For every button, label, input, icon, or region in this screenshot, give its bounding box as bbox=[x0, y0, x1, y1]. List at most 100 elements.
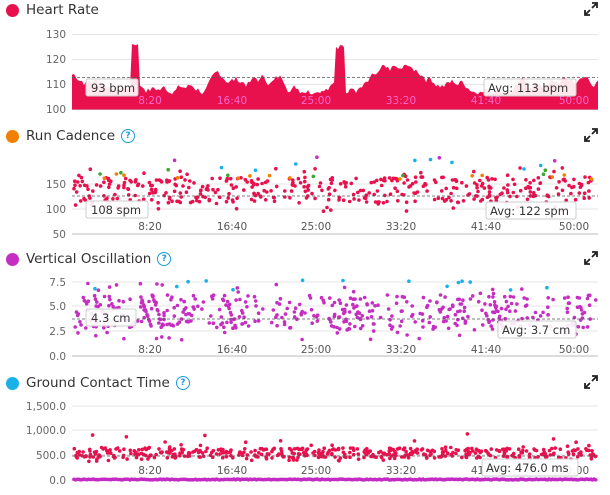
expand-icon[interactable] bbox=[584, 2, 598, 16]
data-point bbox=[466, 314, 470, 319]
data-point bbox=[235, 286, 240, 290]
data-point bbox=[341, 446, 345, 450]
data-point bbox=[240, 322, 244, 326]
data-point bbox=[518, 188, 523, 193]
data-point bbox=[263, 180, 268, 185]
ground-contact-time-chart[interactable]: 1,500.0 1,000.0 500.0 0.0 8:20 16:40 25:… bbox=[0, 393, 610, 495]
data-point bbox=[348, 446, 353, 450]
data-point bbox=[147, 180, 152, 185]
data-point bbox=[333, 188, 337, 193]
data-point bbox=[82, 183, 87, 188]
data-point bbox=[154, 452, 158, 457]
data-point bbox=[201, 300, 206, 304]
help-icon[interactable]: ? bbox=[121, 129, 136, 143]
data-point bbox=[80, 179, 85, 184]
data-point bbox=[485, 314, 489, 318]
data-point bbox=[442, 199, 447, 203]
data-point bbox=[388, 323, 392, 327]
data-point bbox=[330, 452, 334, 457]
data-point bbox=[511, 295, 516, 299]
data-point bbox=[295, 446, 300, 451]
data-point bbox=[462, 305, 467, 310]
data-point bbox=[296, 452, 301, 456]
average-callout-text: Avg: 122 spm bbox=[490, 204, 569, 218]
data-point bbox=[295, 458, 299, 462]
data-point bbox=[315, 319, 320, 323]
data-point bbox=[229, 183, 234, 187]
data-point bbox=[466, 446, 471, 451]
data-point bbox=[464, 452, 468, 456]
data-point bbox=[458, 302, 463, 306]
data-point bbox=[436, 196, 441, 200]
data-point bbox=[175, 303, 180, 308]
data-point bbox=[105, 451, 110, 455]
data-point bbox=[358, 297, 363, 301]
expand-icon[interactable] bbox=[584, 251, 598, 265]
heart-rate-chart[interactable]: 130 120 110 100 8:20 16:40 25:00 33:20 4… bbox=[0, 20, 610, 125]
data-point bbox=[154, 300, 158, 305]
data-point bbox=[175, 284, 179, 289]
data-point bbox=[348, 322, 352, 326]
data-point bbox=[149, 324, 153, 328]
data-point bbox=[79, 323, 83, 327]
data-point bbox=[121, 299, 126, 304]
data-point bbox=[336, 458, 341, 463]
data-point bbox=[512, 182, 517, 187]
data-point bbox=[115, 446, 120, 450]
data-point bbox=[435, 300, 439, 304]
data-point bbox=[526, 184, 530, 189]
data-point bbox=[566, 301, 571, 305]
data-point bbox=[349, 181, 354, 186]
data-point bbox=[229, 313, 234, 317]
y-tick-label: 1,000.0 bbox=[26, 425, 66, 437]
data-point bbox=[443, 295, 447, 299]
data-point bbox=[454, 451, 458, 456]
data-point bbox=[134, 178, 138, 182]
data-point bbox=[587, 196, 591, 200]
data-point bbox=[178, 191, 183, 195]
data-point bbox=[227, 302, 232, 307]
data-point bbox=[476, 189, 480, 194]
data-point bbox=[342, 309, 347, 314]
run-cadence-chart[interactable]: 150 100 50 8:20 16:40 25:00 33:20 41:40 … bbox=[0, 146, 610, 246]
data-point bbox=[164, 191, 168, 195]
data-point bbox=[179, 297, 183, 302]
data-point bbox=[102, 180, 106, 184]
expand-icon[interactable] bbox=[584, 128, 598, 142]
data-point bbox=[218, 176, 222, 180]
ground-contact-time-title: Ground Contact Time ? bbox=[6, 373, 190, 393]
help-icon[interactable]: ? bbox=[157, 252, 172, 266]
data-point bbox=[158, 317, 163, 322]
data-point bbox=[390, 325, 395, 329]
data-point bbox=[412, 439, 417, 443]
data-point bbox=[150, 183, 154, 188]
data-point bbox=[457, 333, 462, 338]
data-point bbox=[329, 181, 334, 186]
data-point bbox=[330, 303, 335, 308]
data-point bbox=[565, 310, 570, 314]
vertical-oscillation-chart[interactable]: 7.5 5.0 2.5 0.0 8:20 16:40 25:00 33:20 4… bbox=[0, 269, 610, 371]
data-point bbox=[168, 195, 172, 200]
data-point bbox=[387, 176, 392, 180]
data-point bbox=[133, 193, 137, 198]
help-icon[interactable]: ? bbox=[175, 376, 190, 390]
data-point bbox=[315, 155, 319, 159]
data-point bbox=[275, 300, 279, 305]
data-point bbox=[407, 279, 411, 283]
data-point bbox=[519, 450, 523, 454]
data-point bbox=[107, 185, 111, 190]
data-point bbox=[226, 173, 230, 178]
x-tick-label: 33:20 bbox=[386, 221, 416, 233]
data-point bbox=[577, 191, 582, 195]
data-point bbox=[210, 294, 214, 299]
x-tick-label: 25:00 bbox=[301, 465, 331, 477]
data-point bbox=[367, 191, 372, 195]
data-point bbox=[474, 194, 478, 198]
data-point bbox=[566, 295, 570, 299]
data-point bbox=[205, 446, 209, 450]
expand-icon[interactable] bbox=[584, 375, 598, 389]
data-point bbox=[250, 180, 254, 184]
value-callout bbox=[85, 78, 139, 97]
data-point bbox=[169, 297, 173, 302]
data-point bbox=[395, 294, 399, 299]
